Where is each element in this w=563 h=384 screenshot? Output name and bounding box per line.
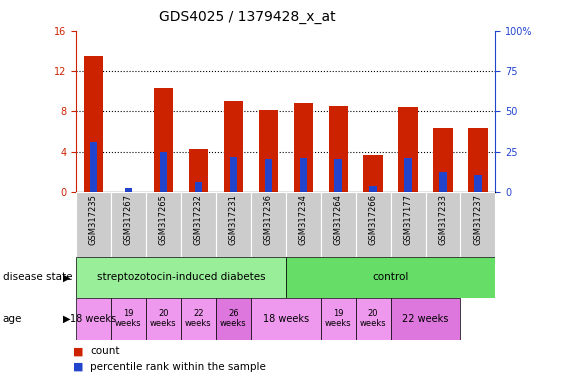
- Bar: [300, 158, 307, 192]
- FancyBboxPatch shape: [76, 257, 285, 298]
- FancyBboxPatch shape: [181, 192, 216, 257]
- Text: 26
weeks: 26 weeks: [220, 309, 247, 328]
- Text: GSM317236: GSM317236: [263, 194, 272, 245]
- Bar: [369, 186, 377, 192]
- FancyBboxPatch shape: [216, 192, 251, 257]
- Bar: [329, 106, 348, 192]
- Text: 20
weeks: 20 weeks: [150, 309, 177, 328]
- Text: GSM317231: GSM317231: [229, 194, 238, 245]
- FancyBboxPatch shape: [426, 192, 461, 257]
- Text: GSM317235: GSM317235: [89, 194, 98, 245]
- Text: GSM317232: GSM317232: [194, 194, 203, 245]
- Text: ▶: ▶: [63, 314, 70, 324]
- Text: GSM317177: GSM317177: [404, 194, 413, 245]
- Text: control: control: [372, 272, 409, 283]
- Bar: [230, 157, 237, 192]
- Text: GSM317266: GSM317266: [369, 194, 378, 245]
- Text: streptozotocin-induced diabetes: streptozotocin-induced diabetes: [96, 272, 265, 283]
- Text: age: age: [3, 314, 22, 324]
- FancyBboxPatch shape: [76, 298, 111, 340]
- Text: GSM317264: GSM317264: [334, 194, 343, 245]
- Text: 18 weeks: 18 weeks: [263, 314, 309, 324]
- Bar: [434, 129, 453, 192]
- Text: 19
weeks: 19 weeks: [325, 309, 351, 328]
- Text: ▶: ▶: [63, 272, 70, 283]
- FancyBboxPatch shape: [216, 298, 251, 340]
- Text: 19
weeks: 19 weeks: [115, 309, 142, 328]
- FancyBboxPatch shape: [356, 298, 391, 340]
- Text: GSM317234: GSM317234: [299, 194, 308, 245]
- FancyBboxPatch shape: [146, 192, 181, 257]
- Bar: [195, 182, 202, 192]
- Bar: [265, 159, 272, 192]
- FancyBboxPatch shape: [461, 192, 495, 257]
- Bar: [468, 129, 488, 192]
- Text: GSM317233: GSM317233: [439, 194, 448, 245]
- Bar: [189, 149, 208, 192]
- Bar: [399, 107, 418, 192]
- Bar: [90, 142, 97, 192]
- Bar: [84, 56, 103, 192]
- FancyBboxPatch shape: [251, 298, 321, 340]
- Bar: [293, 103, 313, 192]
- Text: GSM317265: GSM317265: [159, 194, 168, 245]
- Text: 22 weeks: 22 weeks: [403, 314, 449, 324]
- Bar: [224, 101, 243, 192]
- Bar: [364, 155, 383, 192]
- Bar: [154, 88, 173, 192]
- Bar: [439, 172, 446, 192]
- Bar: [160, 152, 167, 192]
- FancyBboxPatch shape: [391, 192, 426, 257]
- FancyBboxPatch shape: [111, 298, 146, 340]
- Bar: [125, 188, 132, 192]
- Text: 20
weeks: 20 weeks: [360, 309, 386, 328]
- FancyBboxPatch shape: [111, 192, 146, 257]
- Bar: [474, 175, 481, 192]
- FancyBboxPatch shape: [356, 192, 391, 257]
- Bar: [334, 159, 342, 192]
- Text: ■: ■: [73, 362, 84, 372]
- Text: 18 weeks: 18 weeks: [70, 314, 117, 324]
- Text: GSM317267: GSM317267: [124, 194, 133, 245]
- FancyBboxPatch shape: [146, 298, 181, 340]
- FancyBboxPatch shape: [321, 192, 356, 257]
- FancyBboxPatch shape: [251, 192, 285, 257]
- Text: count: count: [90, 346, 119, 356]
- FancyBboxPatch shape: [321, 298, 356, 340]
- Text: percentile rank within the sample: percentile rank within the sample: [90, 362, 266, 372]
- FancyBboxPatch shape: [181, 298, 216, 340]
- FancyBboxPatch shape: [285, 192, 321, 257]
- Bar: [258, 110, 278, 192]
- FancyBboxPatch shape: [285, 257, 495, 298]
- Text: GDS4025 / 1379428_x_at: GDS4025 / 1379428_x_at: [159, 10, 336, 23]
- Text: 22
weeks: 22 weeks: [185, 309, 212, 328]
- Bar: [404, 158, 412, 192]
- Text: disease state: disease state: [3, 272, 72, 283]
- FancyBboxPatch shape: [76, 192, 111, 257]
- Text: ■: ■: [73, 346, 84, 356]
- FancyBboxPatch shape: [391, 298, 461, 340]
- Text: GSM317237: GSM317237: [473, 194, 482, 245]
